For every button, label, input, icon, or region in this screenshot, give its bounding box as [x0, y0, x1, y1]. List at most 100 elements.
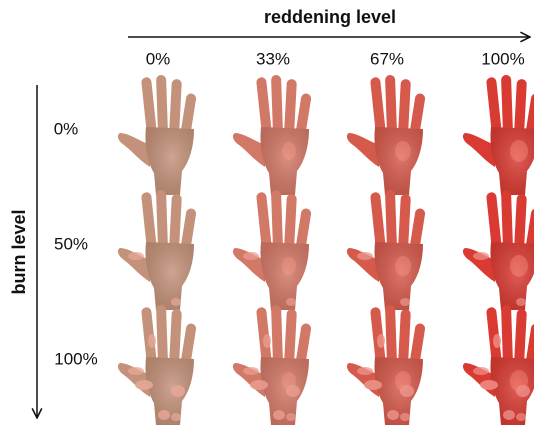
finger: [271, 305, 283, 363]
thumb: [463, 133, 495, 167]
burn-patch: [387, 410, 399, 420]
burn-patch: [516, 385, 530, 397]
finger: [370, 192, 386, 251]
burn-patch: [516, 413, 526, 421]
burn-patch: [273, 410, 285, 420]
burn-patch: [377, 334, 385, 348]
hand-image: [463, 75, 534, 195]
finger: [514, 194, 527, 250]
finger: [514, 79, 527, 135]
finger: [256, 192, 272, 251]
highlight: [395, 141, 411, 161]
highlight: [510, 140, 528, 162]
finger: [385, 305, 397, 363]
burn-patch: [148, 334, 156, 348]
column-label: 0%: [146, 49, 171, 68]
burn-patch: [286, 385, 300, 397]
hand-image: [347, 305, 426, 425]
finger: [501, 305, 513, 363]
burn-patch: [473, 252, 489, 260]
finger: [284, 309, 297, 365]
finger: [385, 75, 397, 133]
burn-patch: [263, 334, 271, 348]
finger: [398, 309, 411, 365]
palm-shade: [145, 242, 194, 310]
burn-patch: [128, 252, 144, 260]
palm-shade: [374, 127, 423, 195]
highlight: [395, 256, 411, 276]
finger: [141, 192, 157, 251]
burn-patch: [243, 367, 259, 375]
hand-image: [118, 190, 197, 310]
palm-shade: [374, 242, 423, 310]
finger: [156, 190, 168, 248]
burn-patch: [480, 380, 498, 390]
finger: [141, 77, 157, 136]
finger: [398, 79, 411, 135]
burn-patch: [135, 380, 153, 390]
hand-image: [118, 305, 197, 425]
hand-image: [233, 305, 312, 425]
thumb: [118, 133, 150, 167]
palm-shade: [260, 242, 309, 310]
finger: [486, 77, 502, 136]
finger: [156, 305, 168, 363]
finger: [284, 79, 297, 135]
finger: [169, 194, 182, 250]
row-label: 100%: [54, 349, 97, 368]
finger: [284, 194, 297, 250]
finger: [271, 190, 283, 248]
highlight: [510, 255, 528, 277]
thumb: [347, 133, 379, 167]
x-axis-title: reddening level: [264, 7, 396, 27]
thumb: [233, 133, 265, 167]
burn-patch: [503, 410, 515, 420]
hand-image: [347, 190, 426, 310]
burn-patch: [357, 252, 373, 260]
hand-image: [118, 75, 197, 195]
hand-image: [233, 190, 312, 310]
burn-patch: [357, 367, 373, 375]
finger: [486, 192, 502, 251]
hand-image: [463, 305, 534, 425]
figure: reddening level burn level 0% 33% 67% 100% 0…: [0, 0, 534, 426]
burn-patch: [128, 367, 144, 375]
burn-patch: [400, 385, 414, 397]
hand-image: [463, 190, 534, 310]
burn-patch: [171, 298, 181, 306]
column-label: 67%: [370, 49, 404, 68]
column-label: 100%: [481, 49, 524, 68]
burn-patch: [516, 298, 526, 306]
burn-patch: [243, 252, 259, 260]
finger: [514, 309, 527, 365]
finger: [156, 75, 168, 133]
burn-patch: [493, 334, 501, 348]
finger: [169, 79, 182, 135]
palm-shade: [260, 127, 309, 195]
palm-shade: [490, 242, 534, 310]
finger: [398, 194, 411, 250]
finger: [271, 75, 283, 133]
burn-patch: [400, 413, 410, 421]
burn-patch: [286, 413, 296, 421]
burn-patch: [400, 298, 410, 306]
y-axis-title: burn level: [9, 209, 29, 294]
finger: [370, 77, 386, 136]
highlight: [282, 257, 296, 275]
finger: [501, 75, 513, 133]
finger: [256, 77, 272, 136]
finger: [169, 309, 182, 365]
finger: [385, 190, 397, 248]
column-label: 33%: [256, 49, 290, 68]
finger: [501, 190, 513, 248]
burn-patch: [158, 410, 170, 420]
row-label: 0%: [54, 119, 79, 138]
highlight: [282, 142, 296, 160]
row-label: 50%: [54, 234, 88, 253]
burn-patch: [286, 298, 296, 306]
burn-patch: [250, 380, 268, 390]
hand-image: [233, 75, 312, 195]
hand-image: [347, 75, 426, 195]
burn-patch: [171, 385, 185, 397]
burn-patch: [171, 413, 181, 421]
